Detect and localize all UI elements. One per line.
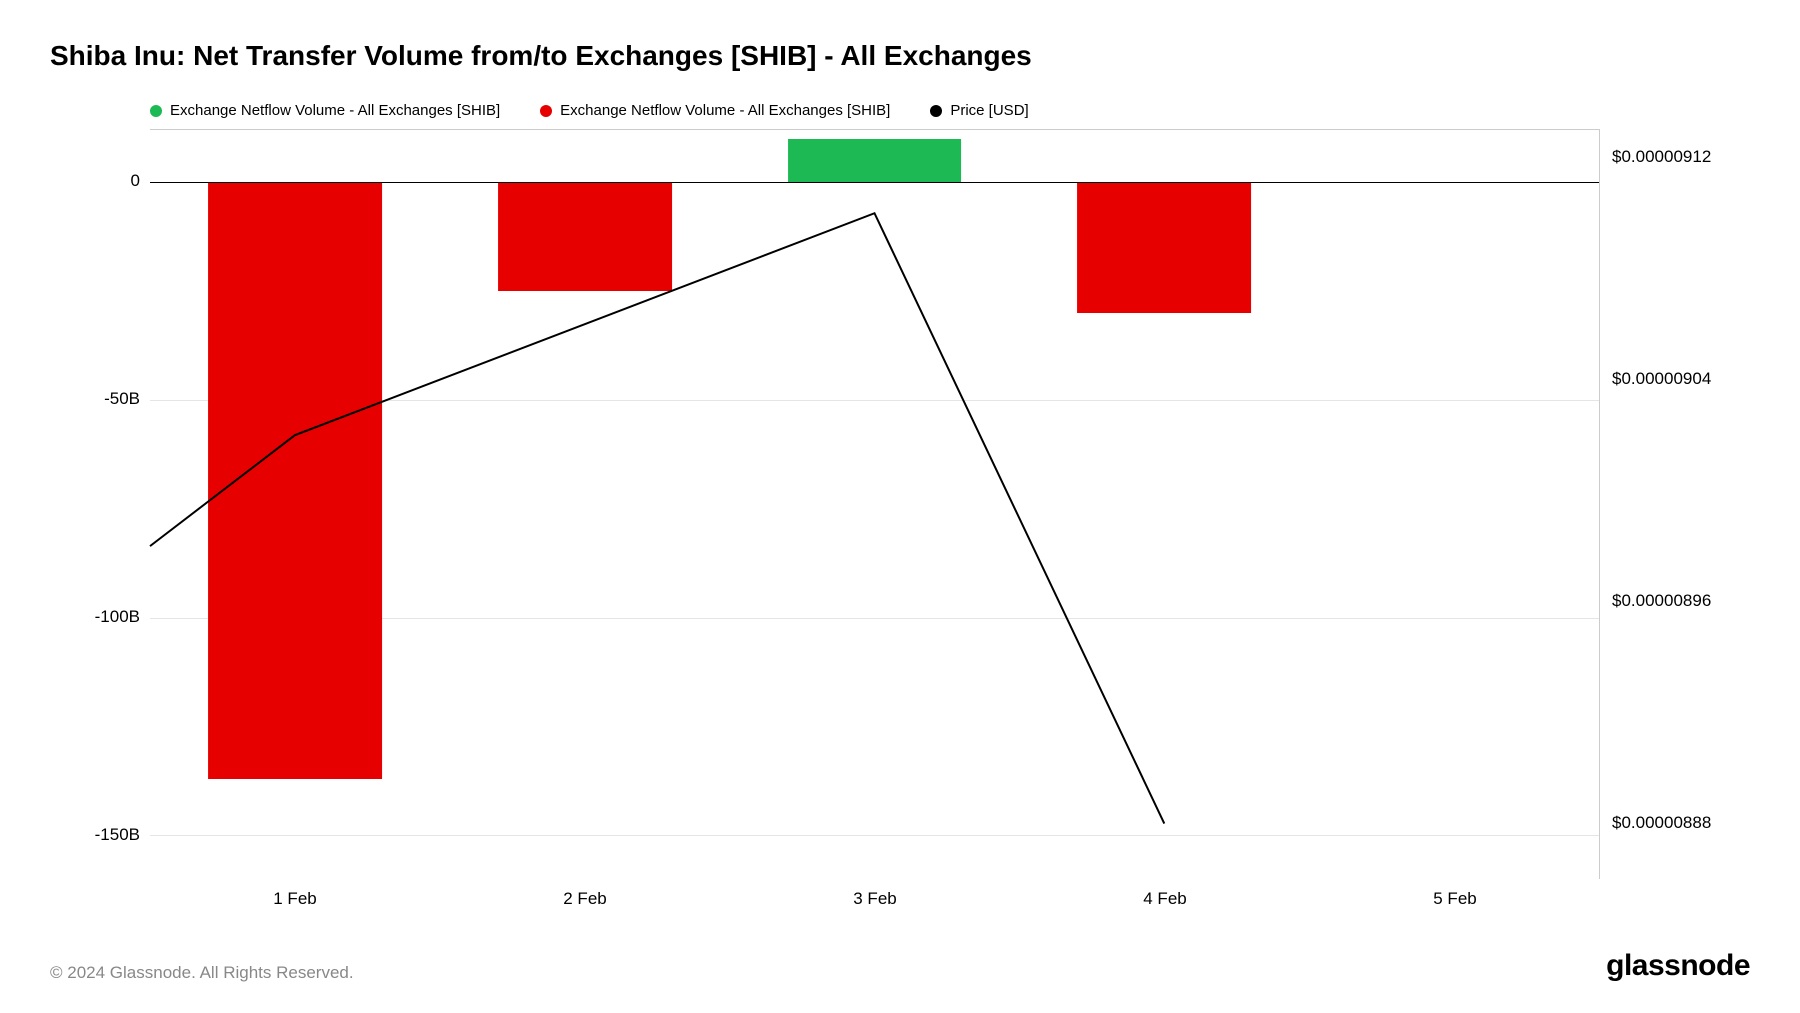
legend-swatch: [930, 105, 942, 117]
y-axis-left: 0 -50B -100B -150B: [50, 129, 150, 879]
y-axis-right: $0.00000912 $0.00000904 $0.00000896 $0.0000…: [1600, 129, 1750, 879]
brand-logo: glassnode: [1606, 949, 1750, 983]
y-right-tick: $0.00000888: [1612, 813, 1711, 833]
legend-item: Exchange Netflow Volume - All Exchanges …: [540, 102, 890, 119]
plot-area: [150, 129, 1600, 879]
y-left-tick: -50B: [104, 389, 140, 409]
price-line: [150, 130, 1599, 879]
y-right-tick: $0.00000896: [1612, 591, 1711, 611]
x-tick: 5 Feb: [1433, 889, 1476, 909]
footer: © 2024 Glassnode. All Rights Reserved. g…: [50, 949, 1750, 983]
chart-area: 0-50B-100B-150B $0.00000912$0.00000904$0…: [50, 129, 1750, 879]
legend-item: Price [USD]: [930, 102, 1028, 119]
legend-swatch: [150, 105, 162, 117]
y-left-tick: -150B: [95, 825, 140, 845]
x-tick: 3 Feb: [853, 889, 896, 909]
legend-label: Exchange Netflow Volume - All Exchanges …: [170, 102, 500, 119]
x-axis: 1 Feb 2 Feb 3 Feb 4 Feb 5 Feb: [150, 879, 1600, 919]
y-left-tick: -100B: [95, 607, 140, 627]
copyright-text: © 2024 Glassnode. All Rights Reserved.: [50, 963, 354, 983]
x-tick: 4 Feb: [1143, 889, 1186, 909]
legend-label: Price [USD]: [950, 102, 1028, 119]
legend-swatch: [540, 105, 552, 117]
y-right-tick: $0.00000912: [1612, 147, 1711, 167]
y-right-tick: $0.00000904: [1612, 369, 1711, 389]
legend: Exchange Netflow Volume - All Exchanges …: [150, 102, 1750, 119]
y-left-tick: 0: [131, 171, 140, 191]
legend-item: Exchange Netflow Volume - All Exchanges …: [150, 102, 500, 119]
x-tick: 2 Feb: [563, 889, 606, 909]
legend-label: Exchange Netflow Volume - All Exchanges …: [560, 102, 890, 119]
chart-title: Shiba Inu: Net Transfer Volume from/to E…: [50, 40, 1750, 72]
x-tick: 1 Feb: [273, 889, 316, 909]
